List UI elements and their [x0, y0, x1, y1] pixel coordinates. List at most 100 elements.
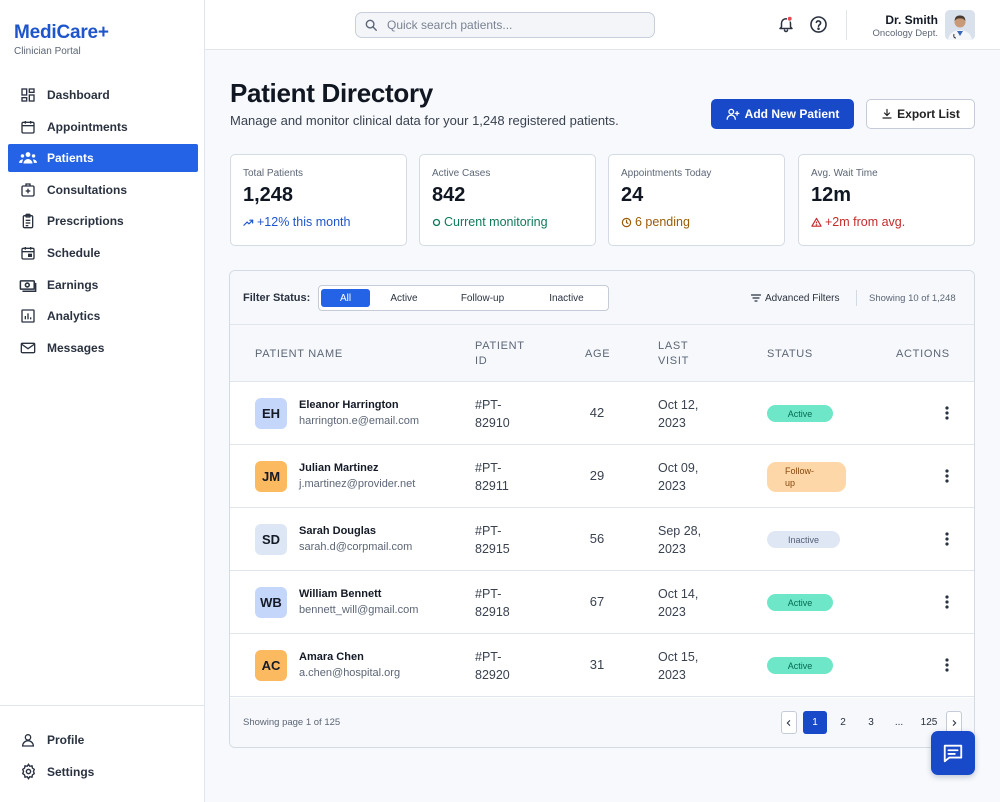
avatar[interactable] [945, 10, 975, 40]
add-patient-button[interactable]: Add New Patient [711, 99, 854, 129]
status-badge-text: Active [787, 597, 813, 608]
pagination-summary: Showing page 1 of 125 [243, 717, 341, 728]
column-header-line: STATUS [767, 348, 813, 360]
advanced-filters-button[interactable]: Advanced Filters [750, 292, 839, 304]
avatar: SD [255, 524, 287, 555]
more-options-icon[interactable] [942, 593, 952, 611]
analytics-icon [19, 307, 37, 325]
prev-page-button[interactable] [781, 711, 797, 734]
patient-name[interactable]: Eleanor Harrington [299, 399, 399, 411]
top-bar: Dr. Smith Oncology Dept. [205, 0, 1000, 50]
filter-label: Filter Status: [243, 292, 311, 304]
user-plus-icon [726, 107, 740, 121]
sidebar-item-label: Prescriptions [47, 214, 124, 229]
sidebar-item-prescriptions[interactable]: Prescriptions [8, 207, 198, 235]
chat-button[interactable] [931, 731, 975, 775]
patient-id: #PT- 82915 [475, 522, 535, 558]
more-options-icon[interactable] [942, 530, 952, 548]
stat-label: Avg. Wait Time [811, 168, 878, 179]
stat-note-text: 6 pending [635, 215, 690, 229]
sidebar-nav: Dashboard Appointments Patients Consultatio… [8, 81, 198, 365]
last-visit: Oct 15, 2023 [658, 648, 728, 684]
patient-id-line: #PT- [475, 650, 502, 664]
page-2-button[interactable]: 2 [840, 717, 846, 728]
filter-bar: Filter Status: All Active Follow-up Inactiv… [230, 271, 974, 325]
stat-value: 24 [621, 184, 644, 206]
patient-id: #PT- 82918 [475, 585, 535, 621]
patient-id-line: #PT- [475, 398, 502, 412]
avatar: WB [255, 587, 287, 618]
status-badge-text: Active [787, 660, 813, 671]
filter-inactive[interactable]: Inactive [549, 292, 584, 304]
patient-email: a.chen@hospital.org [299, 667, 401, 679]
divider [856, 290, 857, 306]
last-visit: Oct 14, 2023 [658, 585, 728, 621]
filter-active[interactable]: Active [390, 292, 418, 304]
status-badge: Active [767, 594, 833, 611]
patient-id: #PT- 82920 [475, 648, 535, 684]
stat-card: Appointments Today 24 6 pending [608, 154, 785, 246]
filter-all[interactable]: All [321, 289, 370, 307]
calendar-icon [19, 118, 37, 136]
gear-icon [19, 763, 37, 781]
table-header: PATIENT NAME PATIENT ID AGE LAST VISIT STATUS A… [230, 325, 974, 382]
clipboard-icon [19, 212, 37, 230]
chat-icon [942, 742, 964, 764]
bell-icon[interactable] [777, 15, 795, 33]
table-row[interactable]: WB William Bennett bennett_will@gmail.com #… [230, 571, 974, 634]
table-footer: Showing page 1 of 125 1 2 3... 125 [230, 698, 974, 747]
search-box[interactable] [355, 12, 655, 38]
column-header: PATIENT ID [475, 339, 525, 369]
stat-label: Appointments Today [621, 168, 712, 179]
sidebar-item-analytics[interactable]: Analytics [8, 302, 198, 330]
sidebar-item-earnings[interactable]: Earnings [8, 271, 198, 299]
sidebar-item-label: Messages [47, 340, 105, 355]
brand-subtitle: Clinician Portal [14, 46, 81, 57]
page-125-button[interactable]: 125 [920, 717, 938, 728]
patient-name[interactable]: Julian Martinez [299, 462, 379, 474]
patient-name[interactable]: William Bennett [299, 588, 382, 600]
sidebar-item-schedule[interactable]: Schedule [8, 239, 198, 267]
sidebar-item-profile[interactable]: Profile [8, 726, 188, 754]
status-badge: Active [767, 405, 833, 422]
column-header-line: ID [475, 355, 488, 367]
patient-id-line: 82918 [475, 605, 510, 619]
table-row[interactable]: AC Amara Chen a.chen@hospital.org #PT- 82920… [230, 634, 974, 697]
patient-id-line: 82911 [475, 479, 509, 493]
table-row[interactable]: EH Eleanor Harrington harrington.e@email.c… [230, 382, 974, 445]
table-row[interactable]: SD Sarah Douglas sarah.d@corpmail.com #PT- 8… [230, 508, 974, 571]
table-row[interactable]: JM Julian Martinez j.martinez@provider.net… [230, 445, 974, 508]
status-badge: Inactive [767, 531, 840, 548]
more-options-icon[interactable] [942, 404, 952, 422]
last-visit-line: Sep 28, [658, 524, 702, 538]
export-list-button[interactable]: Export List [866, 99, 975, 129]
sidebar-item-settings[interactable]: Settings [8, 758, 188, 786]
help-icon[interactable] [809, 15, 828, 34]
last-visit-line: Oct 12, [658, 398, 699, 412]
sidebar-item-consultations[interactable]: Consultations [8, 176, 198, 204]
search-input[interactable] [387, 18, 627, 32]
sidebar-item-label: Consultations [47, 182, 127, 197]
last-visit-line: 2023 [658, 416, 686, 430]
sidebar-item-appointments[interactable]: Appointments [8, 113, 198, 141]
filter-follow-up[interactable]: Follow-up [460, 292, 505, 304]
more-options-icon[interactable] [942, 656, 952, 674]
more-options-icon[interactable] [942, 467, 952, 485]
download-icon [881, 108, 893, 120]
stat-value: 842 [432, 184, 466, 206]
stat-note-text: Current monitoring [444, 215, 548, 229]
last-visit-line: Oct 14, [658, 587, 699, 601]
patient-name[interactable]: Amara Chen [299, 651, 364, 663]
sidebar-item-patients[interactable]: Patients [8, 144, 198, 173]
page-3-button[interactable]: 3 [868, 717, 874, 728]
sidebar-bottom: Profile Settings [0, 705, 205, 789]
patient-age: 56 [589, 531, 605, 546]
stat-note: +2m from avg. [811, 215, 962, 229]
last-visit-line: 2023 [658, 542, 686, 556]
page-1-button[interactable]: 1 [803, 711, 827, 734]
patient-name[interactable]: Sarah Douglas [299, 525, 377, 537]
sidebar-item-messages[interactable]: Messages [8, 334, 198, 362]
sidebar-item-dashboard[interactable]: Dashboard [8, 81, 198, 109]
sidebar: MediCare+ Clinician Portal Dashboard Appo… [0, 0, 205, 802]
add-patient-label: Add New Patient [744, 107, 840, 121]
